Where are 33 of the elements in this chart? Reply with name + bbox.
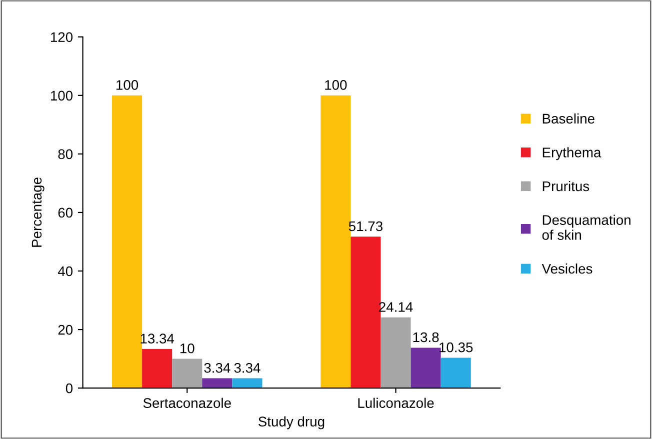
y-tick-label: 60 — [58, 208, 73, 218]
legend-label: Erythema — [542, 147, 602, 160]
y-tick-label: 120 — [50, 32, 73, 42]
bar — [440, 358, 471, 388]
bar — [202, 378, 232, 388]
legend-label: Desquamation of skin — [542, 214, 630, 240]
legend-label: Baseline — [542, 113, 594, 124]
bar — [232, 378, 262, 388]
bar — [350, 236, 381, 388]
legend-label: Vesicles — [542, 263, 592, 274]
y-tick-label: 80 — [58, 149, 73, 160]
data-label: 10 — [180, 343, 194, 354]
data-label: 100 — [325, 80, 347, 90]
bar — [320, 95, 351, 388]
data-label: 3.34 — [234, 362, 260, 373]
x-axis-title: Study drug — [258, 416, 324, 430]
legend-label: Pruritus — [542, 180, 590, 192]
data-label: 10.35 — [440, 342, 473, 352]
x-tick-label: Sertaconazole — [143, 398, 231, 408]
y-tick-label: 40 — [58, 266, 73, 276]
data-label: 13.8 — [413, 332, 439, 342]
y-tick-label: 0 — [66, 383, 73, 394]
bar — [410, 348, 441, 388]
bar — [380, 317, 411, 388]
bar — [142, 349, 172, 388]
bar — [112, 95, 142, 388]
data-label: 100 — [116, 80, 138, 90]
x-tick-label: Luliconazole — [358, 398, 434, 408]
y-tick-label: 20 — [58, 324, 73, 335]
y-tick-label: 100 — [50, 90, 73, 101]
bar — [172, 358, 202, 388]
y-axis-title: Percentage — [32, 178, 44, 247]
data-label: 3.34 — [204, 362, 230, 373]
